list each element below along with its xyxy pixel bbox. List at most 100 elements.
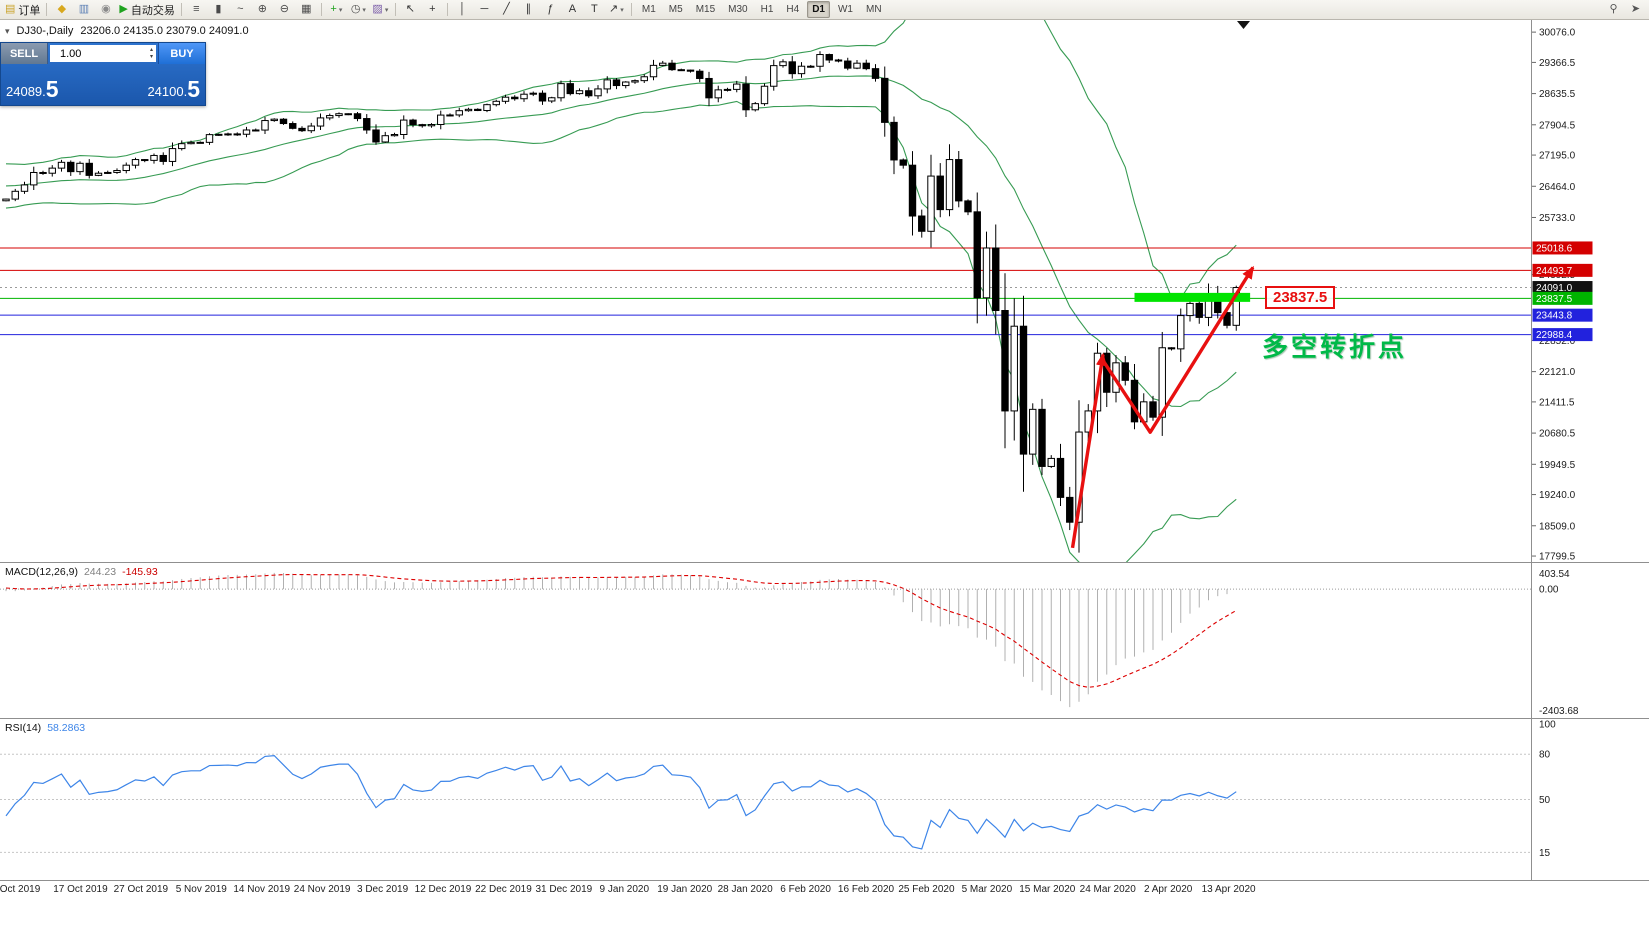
crosshair-button[interactable]: + (422, 1, 443, 18)
sell-button[interactable]: SELL (1, 43, 48, 64)
channel-button[interactable]: ∥ (518, 1, 539, 18)
svg-text:27904.5: 27904.5 (1539, 120, 1576, 131)
svg-text:19240.0: 19240.0 (1539, 490, 1576, 501)
svg-text:50: 50 (1539, 795, 1551, 806)
rsi-indicator (0, 753, 1532, 853)
timeframe-w1-button[interactable]: W1 (837, 4, 853, 15)
svg-text:31 Dec 2019: 31 Dec 2019 (536, 884, 593, 895)
svg-text:16 Feb 2020: 16 Feb 2020 (838, 884, 895, 895)
rsi-value: 58.2863 (47, 722, 86, 734)
timeframe-mn-button[interactable]: MN (865, 4, 882, 15)
toolbar-sep (46, 3, 48, 16)
svg-text:-2403.68: -2403.68 (1539, 706, 1579, 717)
pointer-button[interactable]: ➤ (1625, 1, 1646, 18)
template-button[interactable]: ▨ ▾ (370, 1, 391, 18)
profiles-button[interactable]: ▥ (73, 1, 94, 18)
svg-text:6 Feb 2020: 6 Feb 2020 (780, 884, 831, 895)
cursor-button[interactable]: ↖ (400, 1, 421, 18)
new-order-button[interactable]: ▤ 订单 (3, 1, 42, 18)
chart-window-button[interactable]: ◆ (51, 1, 72, 18)
dropdown-arrow-icon[interactable]: ▾ (338, 6, 343, 14)
macd-header: MACD(12,26,9) 244.23 -145.93 (5, 566, 158, 578)
bars-chart-button[interactable]: ≡ (186, 1, 207, 18)
chevron-down-icon[interactable]: ▾ (5, 25, 10, 36)
search-icon: ⚲ (1609, 3, 1618, 15)
vertical-line-button[interactable]: │ (452, 1, 473, 18)
arrows-icon: ↗ (609, 3, 619, 15)
fibonacci-button[interactable]: ƒ (540, 1, 561, 18)
alerts-button[interactable]: ◉ (95, 1, 116, 18)
new-chart-button[interactable]: + ▾ (326, 1, 347, 18)
periods-icon: ◷ (350, 3, 361, 15)
timeframe-m15-button[interactable]: M15 (695, 4, 716, 15)
svg-text:27195.0: 27195.0 (1539, 151, 1576, 162)
svg-text:29366.5: 29366.5 (1539, 58, 1576, 69)
channel-icon: ∥ (525, 3, 532, 15)
svg-text:0.00: 0.00 (1539, 585, 1559, 596)
autotrade-button[interactable]: ▶ 自动交易 (117, 1, 176, 18)
horizontal-line-button[interactable]: ─ (474, 1, 495, 18)
main-toolbar: ▤ 订单 ◆ ▥ ◉ ▶ 自动交易 ≡ ▮ ~ ⊕ ⊖ ▦ + ▾ ◷ ▾ ▨ ▾ ↖ + │ ─ ╱ ∥ ƒ A T ↗ ▾ M1 M5 M1… (0, 0, 1649, 20)
alerts-icon: ◉ (101, 3, 111, 15)
svg-text:27 Oct 2019: 27 Oct 2019 (114, 884, 169, 895)
candles-chart-button[interactable]: ▮ (208, 1, 229, 18)
buy-price-big: 5 (187, 76, 200, 102)
timeframe-m5-button[interactable]: M5 (668, 4, 683, 15)
svg-text:30076.0: 30076.0 (1539, 28, 1576, 39)
zoom-in-button[interactable]: ⊕ (252, 1, 273, 18)
svg-text:17 Oct 2019: 17 Oct 2019 (53, 884, 108, 895)
sell-price[interactable]: 24089. 5 (6, 78, 59, 101)
svg-text:22121.0: 22121.0 (1539, 367, 1576, 378)
candlesticks (2, 51, 1240, 553)
timeframe-m1-button[interactable]: M1 (641, 4, 656, 15)
timeframe-d1-button[interactable]: D1 (807, 1, 830, 18)
autotrade-icon: ▶ (119, 3, 128, 15)
chart-shift-marker[interactable] (1237, 21, 1250, 29)
svg-text:100: 100 (1539, 720, 1556, 731)
price-annotation-box[interactable]: 23837.5 (1265, 286, 1336, 309)
svg-text:21411.5: 21411.5 (1539, 397, 1575, 408)
svg-text:24 Mar 2020: 24 Mar 2020 (1080, 884, 1137, 895)
periods-button[interactable]: ◷ ▾ (348, 1, 369, 18)
timeframe-h1-button[interactable]: H1 (760, 4, 774, 15)
dropdown-arrow-icon[interactable]: ▾ (620, 6, 624, 14)
svg-text:25 Feb 2020: 25 Feb 2020 (898, 884, 955, 895)
svg-text:5 Nov 2019: 5 Nov 2019 (176, 884, 228, 895)
volume-spinner-icon[interactable]: ▴ ▾ (149, 46, 153, 60)
date-axis[interactable]: Oct 2019 17 Oct 2019 27 Oct 2019 5 Nov 2019… (0, 884, 1256, 895)
pointer-icon: ➤ (1630, 3, 1641, 15)
volume-value: 1.00 (60, 47, 82, 60)
buy-price[interactable]: 24100. 5 (147, 78, 200, 101)
svg-text:3 Dec 2019: 3 Dec 2019 (357, 884, 409, 895)
trendline-button[interactable]: ╱ (496, 1, 517, 18)
tile-windows-button[interactable]: ▦ (296, 1, 317, 18)
price-axis[interactable]: 30076.0 29366.5 28635.5 27904.5 27195.0 26464… (1532, 28, 1593, 859)
svg-text:12 Dec 2019: 12 Dec 2019 (415, 884, 472, 895)
turning-point-text[interactable]: 多空转折点 (1262, 332, 1408, 362)
svg-text:13 Apr 2020: 13 Apr 2020 (1202, 884, 1256, 895)
arrows-button[interactable]: ↗ ▾ (606, 1, 627, 18)
text-button[interactable]: A (562, 1, 583, 18)
volume-input[interactable]: 1.00 ▴ ▾ (50, 45, 156, 62)
macd-label: MACD(12,26,9) (5, 566, 78, 578)
trend-arrows[interactable] (1070, 265, 1255, 549)
new-chart-icon: + (330, 3, 337, 15)
new-order-button-label: 订单 (18, 4, 41, 17)
search-button[interactable]: ⚲ (1603, 1, 1624, 18)
timeframe-h4-button[interactable]: H4 (786, 4, 800, 15)
toolbar-sep (630, 3, 632, 16)
text-label-button[interactable]: T (584, 1, 605, 18)
svg-text:Oct 2019: Oct 2019 (0, 884, 41, 895)
buy-button[interactable]: BUY (158, 43, 205, 64)
svg-text:20680.5: 20680.5 (1539, 429, 1576, 440)
dropdown-arrow-icon[interactable]: ▾ (362, 6, 366, 14)
tile-windows-icon: ▦ (301, 3, 312, 15)
autotrade-button-label: 自动交易 (130, 4, 175, 17)
template-icon: ▨ (372, 3, 383, 15)
dropdown-arrow-icon[interactable]: ▾ (384, 6, 389, 14)
zoom-out-button[interactable]: ⊖ (274, 1, 295, 18)
line-chart-button[interactable]: ~ (230, 1, 251, 18)
one-click-trading-panel: SELL 1.00 ▴ ▾ BUY 24089. 5 24100. 5 (0, 42, 206, 106)
timeframe-m30-button[interactable]: M30 (728, 4, 748, 15)
